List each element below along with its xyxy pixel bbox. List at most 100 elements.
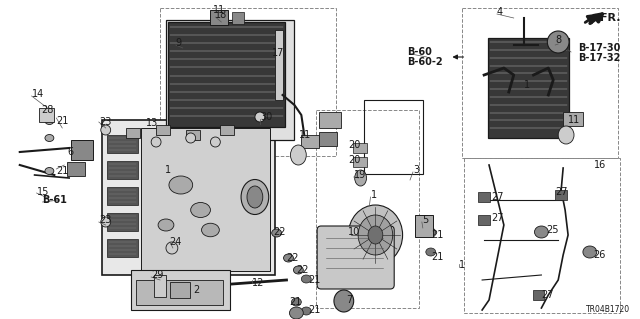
Bar: [353, 157, 367, 167]
Text: 30: 30: [260, 112, 272, 122]
Bar: [107, 161, 138, 179]
Text: 5: 5: [422, 215, 428, 225]
Text: B-17-30: B-17-30: [578, 43, 620, 53]
Ellipse shape: [45, 135, 54, 142]
Text: B-60-2: B-60-2: [407, 57, 443, 67]
Text: 8: 8: [556, 35, 561, 45]
Bar: [563, 112, 583, 126]
Text: 11: 11: [568, 115, 580, 125]
Text: 7: 7: [346, 295, 352, 305]
Text: 3: 3: [413, 165, 419, 175]
Bar: [107, 187, 138, 205]
Ellipse shape: [291, 145, 307, 165]
Text: 21: 21: [56, 166, 68, 176]
Bar: [462, 8, 618, 158]
Bar: [316, 110, 419, 308]
Bar: [232, 12, 244, 24]
Ellipse shape: [202, 223, 220, 237]
Bar: [556, 190, 567, 200]
Text: TR04B1720: TR04B1720: [586, 306, 630, 315]
Text: 21: 21: [56, 116, 68, 126]
Circle shape: [100, 217, 111, 227]
Text: 6: 6: [67, 147, 74, 157]
Bar: [301, 135, 319, 148]
Text: 16: 16: [594, 160, 606, 170]
Text: 22: 22: [287, 253, 299, 263]
Bar: [102, 120, 275, 275]
Bar: [319, 112, 341, 128]
Ellipse shape: [289, 307, 303, 319]
Bar: [364, 100, 423, 174]
Bar: [168, 22, 285, 127]
Bar: [488, 38, 569, 138]
Text: 29: 29: [151, 270, 164, 280]
Ellipse shape: [426, 228, 436, 236]
Text: 11: 11: [213, 5, 226, 15]
Ellipse shape: [583, 246, 596, 258]
Text: 21: 21: [289, 297, 302, 307]
Text: 11: 11: [300, 130, 312, 140]
Text: 1: 1: [371, 190, 376, 200]
Text: 4: 4: [497, 7, 503, 17]
Bar: [136, 280, 223, 305]
Text: 20: 20: [348, 155, 360, 165]
Text: 21: 21: [308, 305, 321, 315]
Ellipse shape: [241, 180, 269, 214]
Text: 13: 13: [146, 118, 159, 128]
Text: B-60: B-60: [407, 47, 432, 57]
Text: 9: 9: [176, 38, 182, 48]
Bar: [71, 140, 93, 160]
Bar: [478, 192, 490, 202]
Text: 21: 21: [308, 275, 321, 285]
Bar: [107, 213, 138, 231]
Text: 18: 18: [216, 10, 228, 20]
Text: 17: 17: [272, 48, 284, 58]
Ellipse shape: [191, 203, 211, 218]
Ellipse shape: [348, 205, 403, 265]
Bar: [532, 290, 545, 300]
Bar: [127, 128, 140, 138]
Text: 26: 26: [593, 250, 605, 260]
Bar: [319, 132, 337, 146]
Ellipse shape: [358, 215, 393, 255]
Ellipse shape: [291, 298, 301, 306]
Text: 27: 27: [541, 290, 554, 300]
Bar: [353, 143, 367, 153]
Bar: [220, 125, 234, 135]
Text: B-17-32: B-17-32: [578, 53, 620, 63]
Text: 10: 10: [348, 227, 360, 237]
Bar: [478, 215, 490, 225]
Text: 15: 15: [36, 187, 49, 197]
Text: 14: 14: [31, 89, 44, 99]
Text: 23: 23: [99, 215, 111, 225]
Ellipse shape: [272, 229, 282, 237]
Text: 2: 2: [194, 285, 200, 295]
Bar: [107, 135, 138, 153]
Text: 22: 22: [296, 265, 309, 275]
Text: 1: 1: [165, 165, 171, 175]
Circle shape: [211, 137, 220, 147]
Text: 1: 1: [524, 80, 530, 90]
Ellipse shape: [355, 170, 367, 186]
Text: 21: 21: [431, 230, 443, 240]
Text: FR.: FR.: [600, 13, 620, 23]
Bar: [131, 270, 230, 310]
Bar: [170, 282, 189, 298]
FancyBboxPatch shape: [317, 226, 394, 289]
Text: B-61: B-61: [42, 195, 67, 205]
Bar: [67, 162, 85, 176]
Bar: [154, 275, 166, 297]
Bar: [415, 215, 433, 237]
Bar: [38, 108, 54, 122]
Text: 28: 28: [42, 105, 54, 115]
Ellipse shape: [534, 226, 548, 238]
Circle shape: [151, 137, 161, 147]
Ellipse shape: [284, 254, 293, 262]
Circle shape: [100, 125, 111, 135]
Ellipse shape: [169, 176, 193, 194]
Ellipse shape: [558, 126, 574, 144]
Bar: [465, 158, 620, 313]
Circle shape: [186, 133, 196, 143]
Circle shape: [166, 242, 178, 254]
Ellipse shape: [426, 248, 436, 256]
